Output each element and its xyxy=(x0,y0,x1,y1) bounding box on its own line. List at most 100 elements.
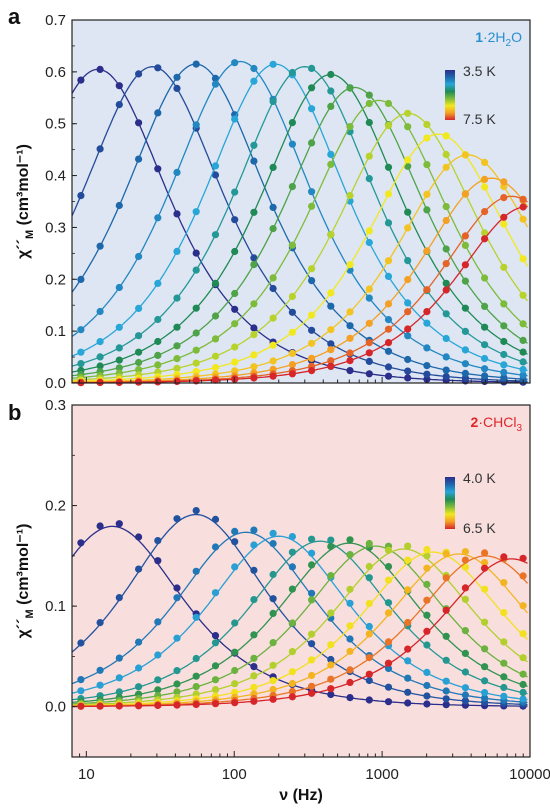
data-point xyxy=(308,139,316,147)
data-point xyxy=(384,190,393,198)
data-point xyxy=(250,261,258,269)
data-point xyxy=(192,700,200,709)
data-point xyxy=(135,348,143,356)
data-point xyxy=(135,358,143,367)
data-point xyxy=(365,294,373,302)
data-point xyxy=(192,683,200,691)
data-point xyxy=(154,64,162,72)
data-point xyxy=(288,119,296,127)
data-point xyxy=(404,325,412,333)
data-point xyxy=(404,374,412,382)
data-point xyxy=(461,697,469,705)
data-point xyxy=(250,683,258,691)
data-point xyxy=(288,349,296,357)
data-point xyxy=(308,640,316,648)
data-point xyxy=(404,123,412,131)
y-tick-label: 0.2 xyxy=(45,271,66,288)
data-point xyxy=(96,145,104,153)
data-point xyxy=(500,579,508,587)
data-point xyxy=(423,681,431,690)
data-point xyxy=(461,691,469,699)
data-point xyxy=(365,622,373,631)
data-point xyxy=(308,561,316,569)
data-point xyxy=(250,374,258,382)
data-point xyxy=(500,553,508,561)
data-point xyxy=(404,332,412,340)
x-tick-label: 100 xyxy=(222,766,247,783)
data-point xyxy=(519,630,527,638)
data-point xyxy=(404,618,412,627)
data-point xyxy=(442,245,450,253)
data-point xyxy=(327,87,335,95)
data-point xyxy=(96,353,104,361)
data-point xyxy=(461,627,469,635)
data-point xyxy=(442,701,450,709)
data-point xyxy=(308,656,316,664)
data-point xyxy=(365,574,373,582)
data-point xyxy=(327,655,335,664)
data-point xyxy=(404,276,412,284)
data-point xyxy=(519,654,527,662)
data-point xyxy=(308,682,316,690)
compound-label: 1·2H2O xyxy=(475,29,522,49)
data-point xyxy=(308,326,316,334)
fit-curve xyxy=(71,553,528,707)
fit-curve xyxy=(71,545,528,705)
data-point xyxy=(192,507,200,515)
data-point xyxy=(327,346,335,354)
data-point xyxy=(288,140,296,148)
data-point xyxy=(519,670,527,678)
data-point xyxy=(500,178,508,186)
data-point xyxy=(269,225,277,233)
data-point xyxy=(384,546,393,554)
data-point xyxy=(308,549,316,557)
data-point xyxy=(519,291,527,299)
data-point xyxy=(250,631,258,639)
fit-curve xyxy=(72,154,529,383)
data-point xyxy=(231,699,239,707)
data-point xyxy=(442,310,450,318)
data-point xyxy=(250,363,258,371)
data-point xyxy=(384,576,393,584)
data-point xyxy=(211,352,220,360)
data-point xyxy=(173,247,181,255)
data-point xyxy=(288,687,296,696)
data-point xyxy=(269,540,277,548)
y-tick-label: 0.5 xyxy=(45,116,66,133)
data-point xyxy=(365,91,373,99)
data-point xyxy=(96,242,104,250)
data-point xyxy=(404,109,412,117)
fit-curve xyxy=(71,66,528,367)
fit-curve xyxy=(71,540,528,701)
data-point xyxy=(192,266,200,274)
data-point xyxy=(500,692,508,700)
data-point xyxy=(346,367,354,375)
data-point xyxy=(423,120,431,129)
data-point xyxy=(231,538,239,546)
data-point xyxy=(269,695,277,703)
data-point xyxy=(192,60,200,68)
data-point xyxy=(365,238,373,247)
data-point xyxy=(288,548,296,556)
y-tick-label: 0.7 xyxy=(45,12,66,29)
data-point xyxy=(115,702,123,710)
data-point xyxy=(519,348,527,356)
panel-b: 0.0 0.1 0.2 0.3 10 100 1000 10000 b χ´´M (cm³mol⁻… xyxy=(8,397,550,804)
data-point xyxy=(500,194,508,202)
data-point xyxy=(461,304,469,312)
data-point xyxy=(365,696,373,704)
data-point xyxy=(500,368,508,376)
data-point xyxy=(384,664,393,673)
compound-number: 1 xyxy=(475,29,483,45)
data-point xyxy=(481,302,489,310)
data-point xyxy=(250,541,258,549)
data-point xyxy=(327,542,335,551)
data-point xyxy=(211,589,220,597)
data-point xyxy=(365,654,373,662)
fit-curve xyxy=(71,99,528,379)
fit-curve xyxy=(71,60,528,377)
data-point xyxy=(308,535,316,543)
data-point xyxy=(519,688,527,697)
data-point xyxy=(231,115,239,123)
compound-formula: ·CHCl xyxy=(478,414,516,430)
